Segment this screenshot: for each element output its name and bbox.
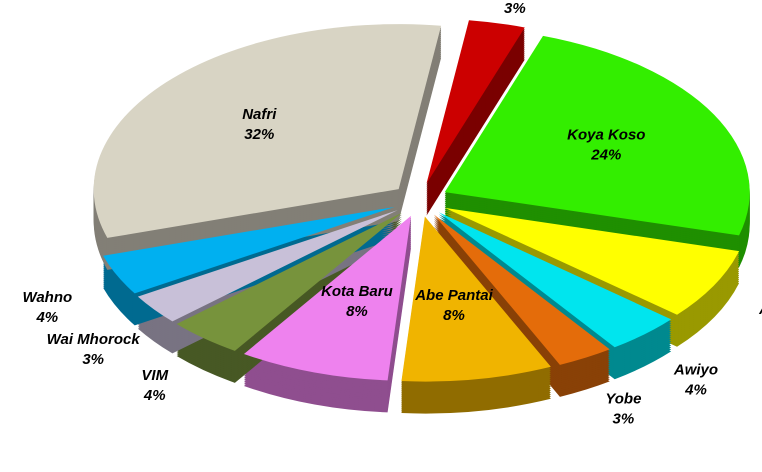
value-label: 3% xyxy=(82,351,104,368)
value-label: 8% xyxy=(346,303,368,320)
value-label: 24% xyxy=(590,147,621,164)
slice xyxy=(93,24,442,238)
category-label: Wahno xyxy=(22,289,72,306)
slice xyxy=(444,207,740,315)
slice xyxy=(176,212,402,351)
slice xyxy=(433,214,610,365)
category-label: Kota Baru xyxy=(321,283,393,300)
slice xyxy=(438,212,672,348)
slice xyxy=(401,216,551,382)
value-label: 3% xyxy=(504,0,526,17)
slice-tops xyxy=(93,20,750,382)
category-label: Awiyo xyxy=(673,362,718,379)
slice xyxy=(243,215,411,381)
value-label: 3% xyxy=(613,411,635,428)
slice xyxy=(103,206,395,294)
value-label: 4% xyxy=(684,382,707,399)
value-label: 4% xyxy=(143,387,166,404)
slice xyxy=(426,20,525,184)
slice xyxy=(444,35,750,236)
category-label: VIM xyxy=(141,367,168,384)
category-label: Abe Pantai xyxy=(414,287,493,304)
labels: Engros3%Koya Koso24%Asano7%Awiyo4%Yobe3%… xyxy=(22,0,762,428)
category-label: Yobe xyxy=(605,391,641,408)
value-label: 4% xyxy=(35,309,58,326)
value-label: 8% xyxy=(443,307,465,324)
category-label: Asano xyxy=(758,301,762,318)
category-label: Nafri xyxy=(242,106,277,123)
category-label: Wai Mhorock xyxy=(47,331,141,348)
value-label: 32% xyxy=(244,126,274,143)
slice xyxy=(137,210,398,322)
category-label: Koya Koso xyxy=(567,127,645,144)
